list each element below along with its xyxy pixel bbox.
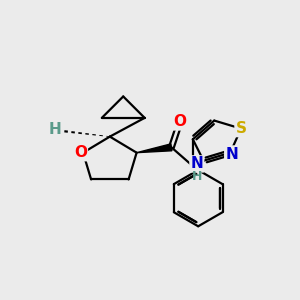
Text: O: O xyxy=(74,145,87,160)
Text: O: O xyxy=(173,114,186,129)
Polygon shape xyxy=(136,144,172,153)
Text: N: N xyxy=(225,146,238,161)
Text: S: S xyxy=(236,121,247,136)
Text: H: H xyxy=(49,122,61,137)
Text: N: N xyxy=(190,156,203,171)
Text: H: H xyxy=(192,170,202,183)
